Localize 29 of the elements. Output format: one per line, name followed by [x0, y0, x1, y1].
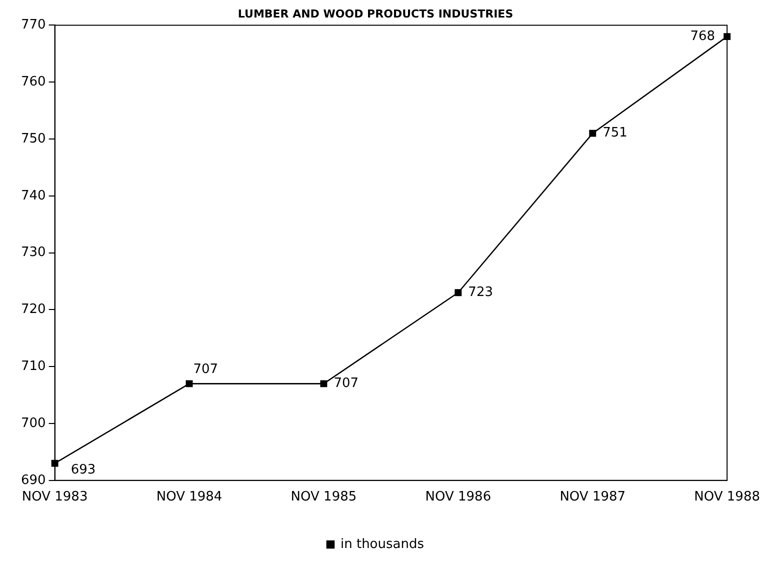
- y-tick-label: 720: [20, 302, 46, 318]
- chart-title: LUMBER AND WOOD PRODUCTS INDUSTRIES: [238, 7, 514, 20]
- data-label: 768: [690, 28, 716, 44]
- x-tick-label: NOV 1983: [22, 490, 88, 505]
- x-tick-label: NOV 1985: [290, 490, 357, 505]
- point: [454, 289, 462, 296]
- x-tick-label: NOV 1988: [694, 490, 760, 505]
- y-tick-label: 740: [20, 188, 46, 204]
- point: [320, 380, 328, 388]
- point: [724, 33, 731, 40]
- x-tick-label: NOV 1986: [425, 490, 492, 505]
- y-tick-label: 710: [20, 358, 46, 374]
- y-tick-label: 700: [20, 416, 46, 431]
- x-tick-label: NOV 1984: [156, 490, 222, 505]
- y-tick-label: 770: [20, 18, 46, 33]
- x-tick-label: NOV 1987: [560, 490, 626, 505]
- legend-label: in thousands: [340, 536, 424, 552]
- y-tick-label: 760: [20, 74, 46, 90]
- y-tick-label: 730: [20, 245, 46, 260]
- data-label: 723: [468, 285, 493, 300]
- point: [186, 380, 193, 388]
- point: [51, 460, 58, 467]
- y-tick-label: 690: [20, 472, 46, 488]
- point: [589, 130, 596, 137]
- data-label: 707: [334, 376, 359, 392]
- y-tick-label: 750: [20, 131, 46, 146]
- data-label: 751: [602, 126, 628, 141]
- data-label: 693: [70, 462, 96, 478]
- data-label: 707: [193, 362, 218, 378]
